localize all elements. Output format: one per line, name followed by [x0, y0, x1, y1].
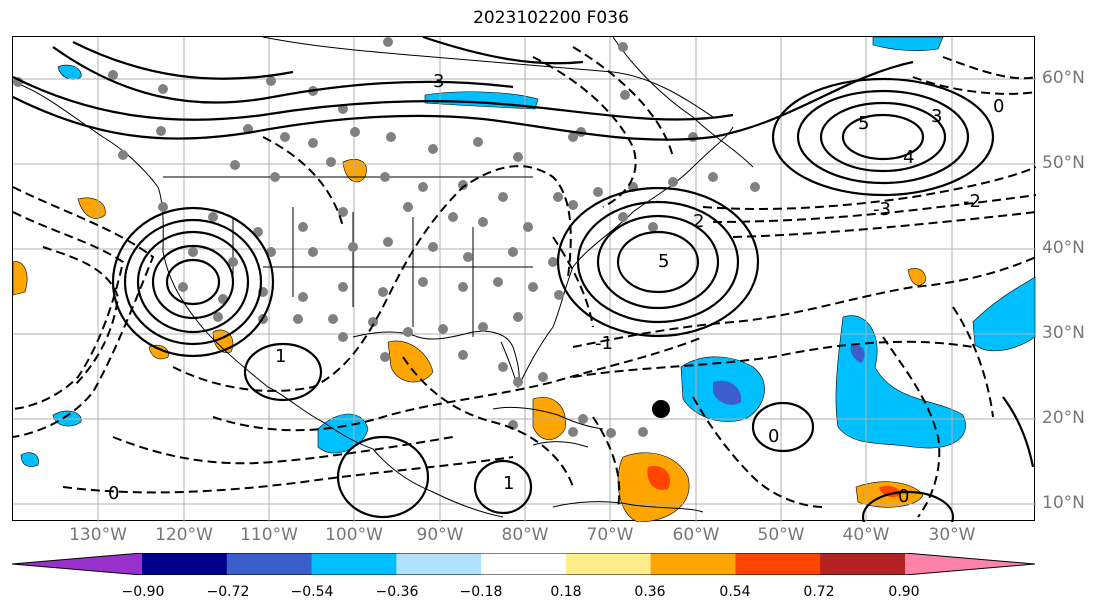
lat-label-40n: 40°N [1042, 238, 1085, 258]
coastlines [12, 36, 754, 518]
contour-label-zero-d: 0 [898, 486, 909, 507]
darkblue-field-east-atlantic [850, 344, 865, 363]
contour-label-3: 3 [433, 71, 444, 92]
colorbar-tick-8: 0.54 [719, 584, 751, 600]
lat-label-20n: 20°N [1042, 408, 1085, 428]
colorbar-segment [396, 553, 482, 575]
orange-field-cuba [532, 397, 566, 440]
blue-field-pacific-south [20, 410, 82, 467]
colorbar-tick-3: −0.54 [290, 584, 334, 600]
lon-label-70w: 70°W [586, 525, 634, 545]
colorbar-tick-10: 0.90 [888, 584, 920, 600]
contour-label-neg1: -1 [595, 333, 613, 354]
contour-label-one-b: 1 [503, 473, 514, 494]
contour-label-3b: 3 [931, 106, 942, 127]
map-title: 2023102200 F036 [473, 8, 629, 28]
blue-field-east-atlantic [835, 315, 966, 449]
colorbar-segment [565, 553, 652, 575]
lon-label-50w: 50°W [757, 525, 805, 545]
contour-labels: 5 5 4 3 3 2 -3 -2 -1 0 0 0 0 1 1 [108, 71, 1004, 507]
red-field-east-atlantic [879, 486, 900, 497]
contour-label-2: 2 [693, 211, 704, 232]
lat-label-30n: 30°N [1042, 323, 1085, 343]
colorbar-segment [650, 553, 736, 575]
contour-label-4: 4 [903, 147, 914, 168]
lon-label-80w: 80°W [501, 525, 549, 545]
colorbar-segment [311, 553, 397, 575]
positive-contours [12, 35, 1035, 544]
contour-label-zero-a: 0 [108, 483, 119, 504]
graticule [13, 37, 1036, 522]
colorbar-svg [11, 552, 1036, 576]
lat-label-60n: 60°N [1042, 68, 1085, 88]
contour-label-neg3: -3 [873, 199, 891, 220]
blue-field-far-east [972, 276, 1036, 352]
orange-field-pacific [12, 197, 106, 296]
red-field-caribbean [647, 465, 671, 490]
contour-label-neg2: -2 [963, 191, 981, 212]
colorbar-tick-6: 0.18 [550, 584, 582, 600]
colorbar-tick-9: 0.72 [803, 584, 835, 600]
colorbar-tick-4: −0.36 [375, 584, 419, 600]
blue-field-gulf-coast [317, 413, 369, 454]
contour-label-5-atlantic: 5 [658, 251, 669, 272]
lat-label-10n: 10°N [1042, 493, 1085, 513]
station-dots [13, 37, 760, 438]
negative-contours [12, 46, 1037, 518]
map-canvas: 5 5 4 3 3 2 -3 -2 -1 0 0 0 0 1 1 [12, 35, 1037, 544]
lon-label-110w: 110°W [240, 525, 298, 545]
lon-label-30w: 30°W [928, 525, 976, 545]
blue-field-north-coast [57, 64, 82, 80]
blue-field-northeast [872, 36, 944, 51]
colorbar-tick-1: −0.90 [121, 584, 165, 600]
map-panel: 5 5 4 3 3 2 -3 -2 -1 0 0 0 0 1 1 [12, 35, 1037, 544]
lon-label-130w: 130°W [69, 525, 127, 545]
colorbar-tick-2: −0.72 [206, 584, 250, 600]
contour-label-5-east: 5 [858, 113, 869, 134]
colorbar-segment [142, 553, 228, 575]
contour-label-one: 1 [275, 346, 286, 367]
colorbar [11, 552, 1036, 576]
colorbar-segment [735, 553, 821, 575]
colorbar-tick-7: 0.36 [634, 584, 666, 600]
darkblue-field-atlantic-central [713, 380, 742, 405]
lon-label-60w: 60°W [672, 525, 720, 545]
contour-label-zero-c: 0 [768, 426, 779, 447]
lat-label-50n: 50°N [1042, 153, 1085, 173]
colorbar-segment [481, 553, 567, 575]
lon-label-120w: 120°W [155, 525, 213, 545]
orange-field-caribbean [617, 452, 690, 523]
colorbar-extend-low [12, 553, 142, 575]
colorbar-extend-high [905, 553, 1035, 575]
contour-label-zero-b: 0 [993, 96, 1004, 117]
colorbar-segment [226, 553, 313, 575]
lon-label-100w: 100°W [325, 525, 383, 545]
storm-marker [652, 400, 670, 418]
colorbar-segment [820, 553, 906, 575]
orange-field-gulf [387, 340, 434, 383]
orange-field-midwest [342, 158, 367, 183]
lon-label-90w: 90°W [416, 525, 464, 545]
lon-label-40w: 40°W [842, 525, 890, 545]
colorbar-tick-5: −0.18 [459, 584, 503, 600]
